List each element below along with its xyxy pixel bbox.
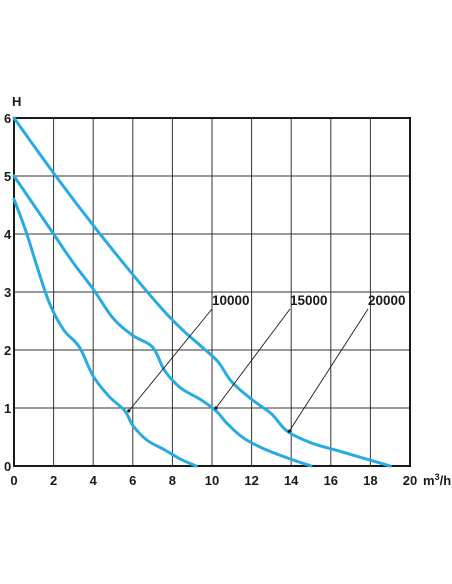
series-line-20000 bbox=[12, 116, 392, 468]
annotation-dot-15000 bbox=[214, 406, 218, 410]
x-tick-label: 12 bbox=[244, 473, 258, 488]
y-tick-label: 4 bbox=[4, 227, 12, 242]
x-tick-label: 14 bbox=[284, 473, 299, 488]
y-tick-label: 2 bbox=[4, 343, 11, 358]
x-tick-label: 4 bbox=[90, 473, 98, 488]
annotation-leader-10000 bbox=[128, 308, 213, 412]
series-label-20000: 20000 bbox=[368, 293, 406, 308]
series-label-10000: 10000 bbox=[212, 293, 250, 308]
y-tick-label: 3 bbox=[4, 285, 11, 300]
y-tick-labels: 0 1 2 3 4 5 6 bbox=[4, 111, 12, 474]
series-line-15000 bbox=[12, 174, 313, 468]
x-tick-label: 0 bbox=[10, 473, 17, 488]
x-tick-label: 8 bbox=[169, 473, 176, 488]
series-line-10000 bbox=[12, 197, 198, 468]
plot-frame bbox=[13, 117, 411, 467]
series-annotations: 10000 15000 20000 bbox=[127, 293, 406, 433]
y-tick-label: 6 bbox=[4, 111, 11, 126]
annotation-leader-20000 bbox=[288, 308, 369, 432]
x-tick-label: 20 bbox=[403, 473, 417, 488]
y-tick-label: 1 bbox=[4, 401, 11, 416]
x-tick-label: 2 bbox=[50, 473, 57, 488]
series-lines bbox=[12, 116, 392, 468]
x-tick-label: 18 bbox=[363, 473, 377, 488]
annotation-dot-10000 bbox=[127, 409, 131, 413]
x-axis-unit: m3/h bbox=[423, 472, 451, 488]
x-tick-label: 6 bbox=[129, 473, 136, 488]
x-tick-label: 10 bbox=[205, 473, 219, 488]
y-tick-label: 5 bbox=[4, 169, 11, 184]
annotation-dot-20000 bbox=[287, 429, 291, 433]
x-tick-labels: 0 2 4 6 8 10 12 14 16 18 20 bbox=[10, 473, 417, 488]
y-tick-label: 0 bbox=[4, 459, 11, 474]
y-axis-title: H bbox=[12, 94, 21, 109]
annotation-leader-15000 bbox=[215, 308, 291, 409]
series-label-15000: 15000 bbox=[290, 293, 328, 308]
x-tick-label: 16 bbox=[324, 473, 338, 488]
